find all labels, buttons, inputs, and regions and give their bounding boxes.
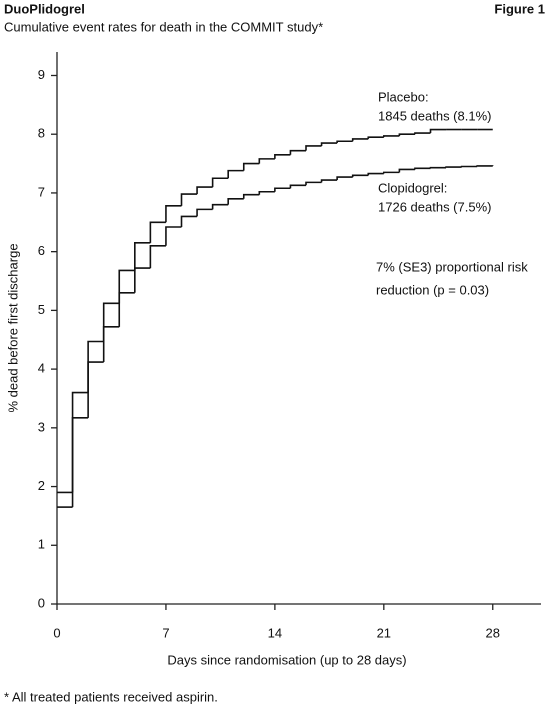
step-segment [102, 302, 120, 342]
step-segment [149, 244, 166, 269]
footnote: * All treated patients received aspirin. [4, 689, 218, 704]
step-segment [165, 205, 182, 223]
step-segment [398, 133, 415, 136]
step-segment [289, 184, 307, 189]
y-tick-label: 0 [38, 595, 45, 610]
step-segment [367, 136, 384, 139]
step-segment [71, 391, 89, 493]
y-axis-label: % dead before first discharge [5, 243, 20, 412]
step-segment [398, 168, 415, 173]
step-segment [274, 187, 291, 192]
step-segment [414, 132, 431, 135]
step-segment [118, 269, 135, 304]
step-segment [149, 221, 166, 243]
step-segment [180, 215, 198, 227]
step-segment [196, 186, 213, 195]
step-segment [320, 179, 338, 183]
step-segment [196, 208, 213, 217]
step-segment [227, 198, 244, 205]
step-segment [429, 166, 447, 169]
step-segment [242, 162, 260, 171]
step-segment [118, 291, 135, 327]
step-segment [336, 176, 353, 181]
figure-label: Figure 1 [494, 1, 545, 16]
step-segment [87, 340, 104, 393]
axis [56, 52, 541, 605]
step-segment [367, 172, 384, 176]
y-tick-label: 6 [38, 243, 45, 258]
annotation: reduction (p = 0.03) [376, 282, 489, 297]
y-tick-label: 4 [38, 361, 45, 376]
legend-detail: 1726 deaths (7.5%) [378, 199, 491, 214]
legend-detail: 1845 deaths (8.1%) [378, 108, 491, 123]
y-tick-label: 9 [38, 67, 45, 82]
step-segment [414, 167, 431, 170]
step-segment [165, 226, 182, 246]
step-segment [258, 158, 275, 164]
x-tick-label: 0 [53, 625, 60, 640]
step-segment [336, 140, 353, 144]
legend-label: Clopidogrel: [378, 180, 447, 195]
step-segment [460, 165, 478, 168]
step-segment [351, 138, 369, 142]
step-segment [320, 142, 338, 146]
step-segment [211, 177, 229, 188]
step-segment [180, 193, 198, 206]
step-segment [429, 128, 447, 134]
step-segment [305, 181, 322, 186]
x-tick-label: 21 [377, 625, 391, 640]
x-tick-label: 14 [268, 625, 282, 640]
page-title: DuoPlidogrel [4, 1, 85, 16]
step-segment [102, 326, 120, 363]
step-segment [351, 174, 369, 178]
step-segment [227, 169, 244, 179]
step-segment [383, 135, 400, 138]
step-segment [134, 242, 151, 271]
step-segment [383, 171, 400, 174]
annotation: 7% (SE3) proportional risk [376, 259, 528, 274]
y-tick-label: 8 [38, 126, 45, 141]
x-axis-label: Days since randomisation (up to 28 days) [167, 652, 406, 667]
step-segment [258, 190, 275, 195]
step-segment [134, 267, 151, 293]
step-segment [289, 149, 307, 155]
x-tick-label: 28 [486, 625, 500, 640]
y-tick-label: 7 [38, 184, 45, 199]
step-segment [305, 145, 322, 151]
step-segment [71, 417, 89, 508]
step-segment [211, 203, 229, 210]
step-segment [242, 193, 260, 199]
legend-label: Placebo: [378, 89, 429, 104]
chart-title: Cumulative event rates for death in the … [4, 19, 323, 34]
step-segment [87, 361, 104, 418]
y-tick-label: 3 [38, 419, 45, 434]
step-segment [476, 165, 493, 167]
y-tick-label: 5 [38, 302, 45, 317]
y-tick-label: 1 [38, 537, 45, 552]
y-tick-label: 2 [38, 478, 45, 493]
step-segment [274, 153, 291, 159]
step-segment [445, 166, 462, 168]
x-tick-label: 7 [162, 625, 169, 640]
